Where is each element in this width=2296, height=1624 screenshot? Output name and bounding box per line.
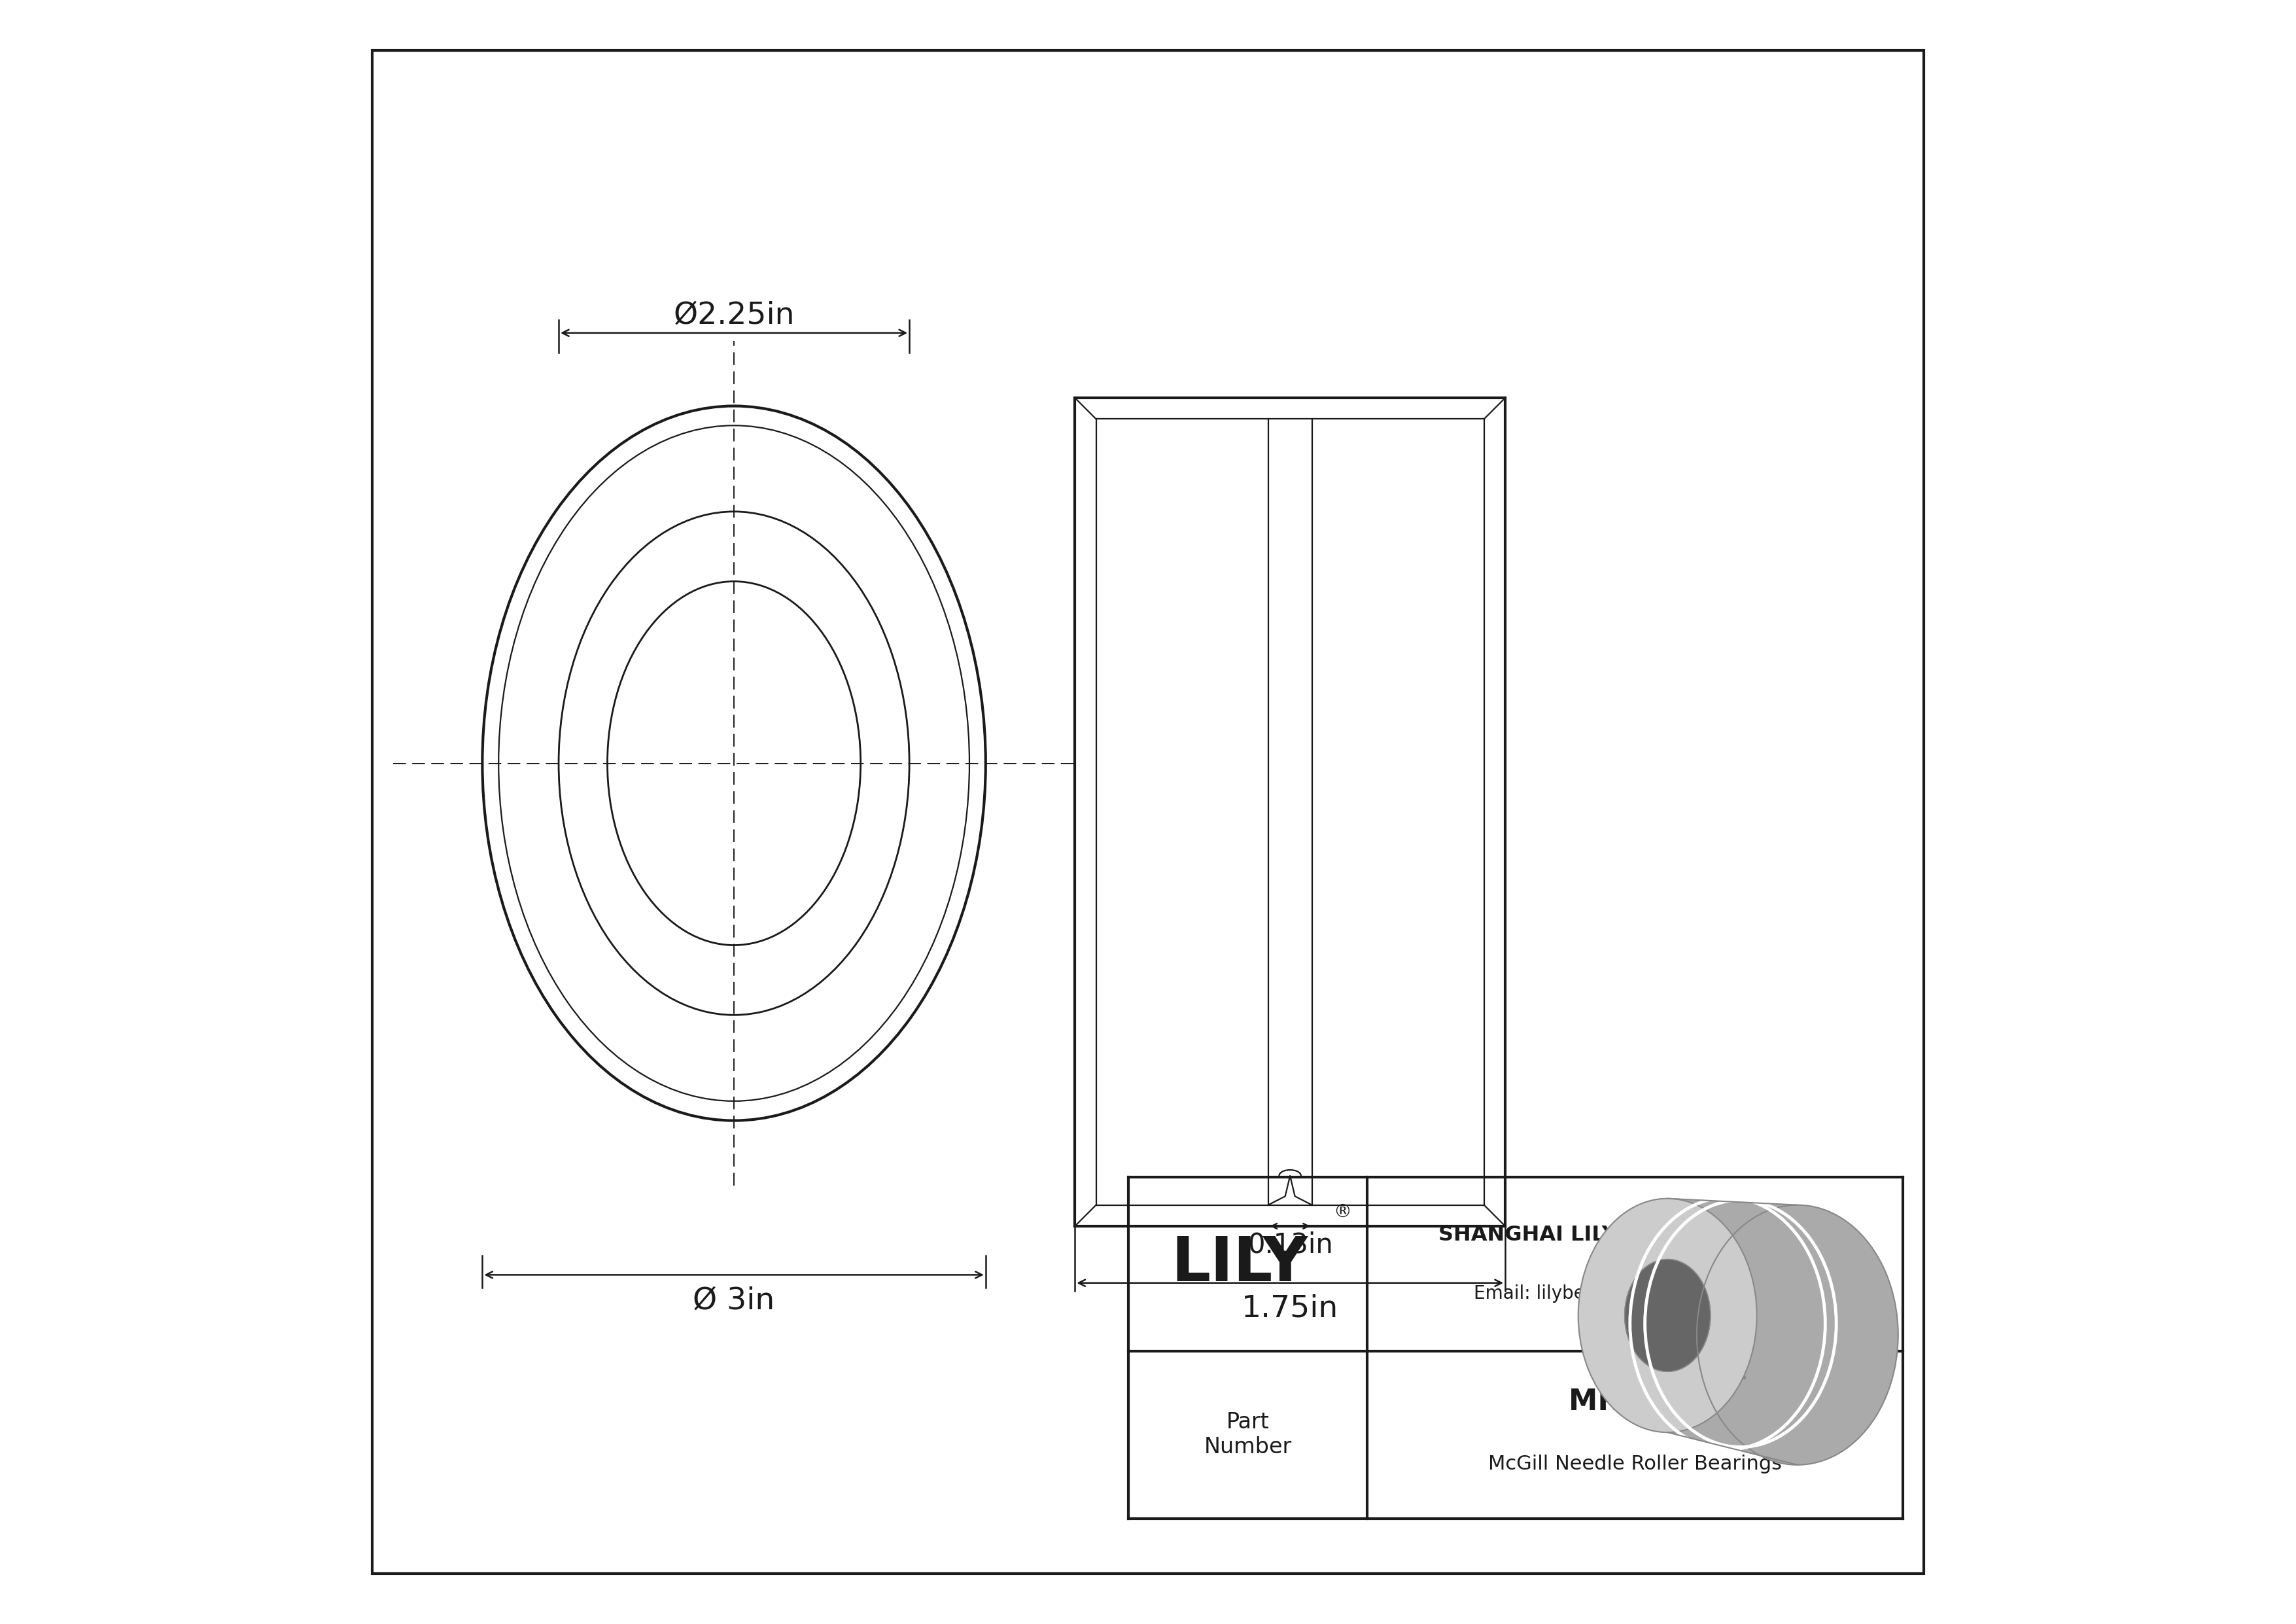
Text: McGill Needle Roller Bearings: McGill Needle Roller Bearings <box>1488 1455 1782 1473</box>
Text: ®: ® <box>1334 1203 1350 1221</box>
Text: LILY: LILY <box>1171 1234 1309 1294</box>
Text: SHANGHAI LILY BEARING LIMITED: SHANGHAI LILY BEARING LIMITED <box>1437 1224 1832 1246</box>
Text: Ø2.25in: Ø2.25in <box>673 300 794 330</box>
Text: 1.75in: 1.75in <box>1242 1294 1339 1324</box>
Text: Ø 3in: Ø 3in <box>693 1286 776 1315</box>
Polygon shape <box>1667 1199 1798 1465</box>
Text: Email: lilybearing@lily-bearing.com: Email: lilybearing@lily-bearing.com <box>1474 1285 1795 1302</box>
Text: MR 36 S: MR 36 S <box>1568 1389 1701 1416</box>
Text: 0.13in: 0.13in <box>1247 1231 1332 1259</box>
Text: Part
Number: Part Number <box>1203 1411 1293 1458</box>
Ellipse shape <box>1697 1205 1899 1465</box>
Ellipse shape <box>1626 1259 1711 1372</box>
Ellipse shape <box>1577 1199 1756 1432</box>
